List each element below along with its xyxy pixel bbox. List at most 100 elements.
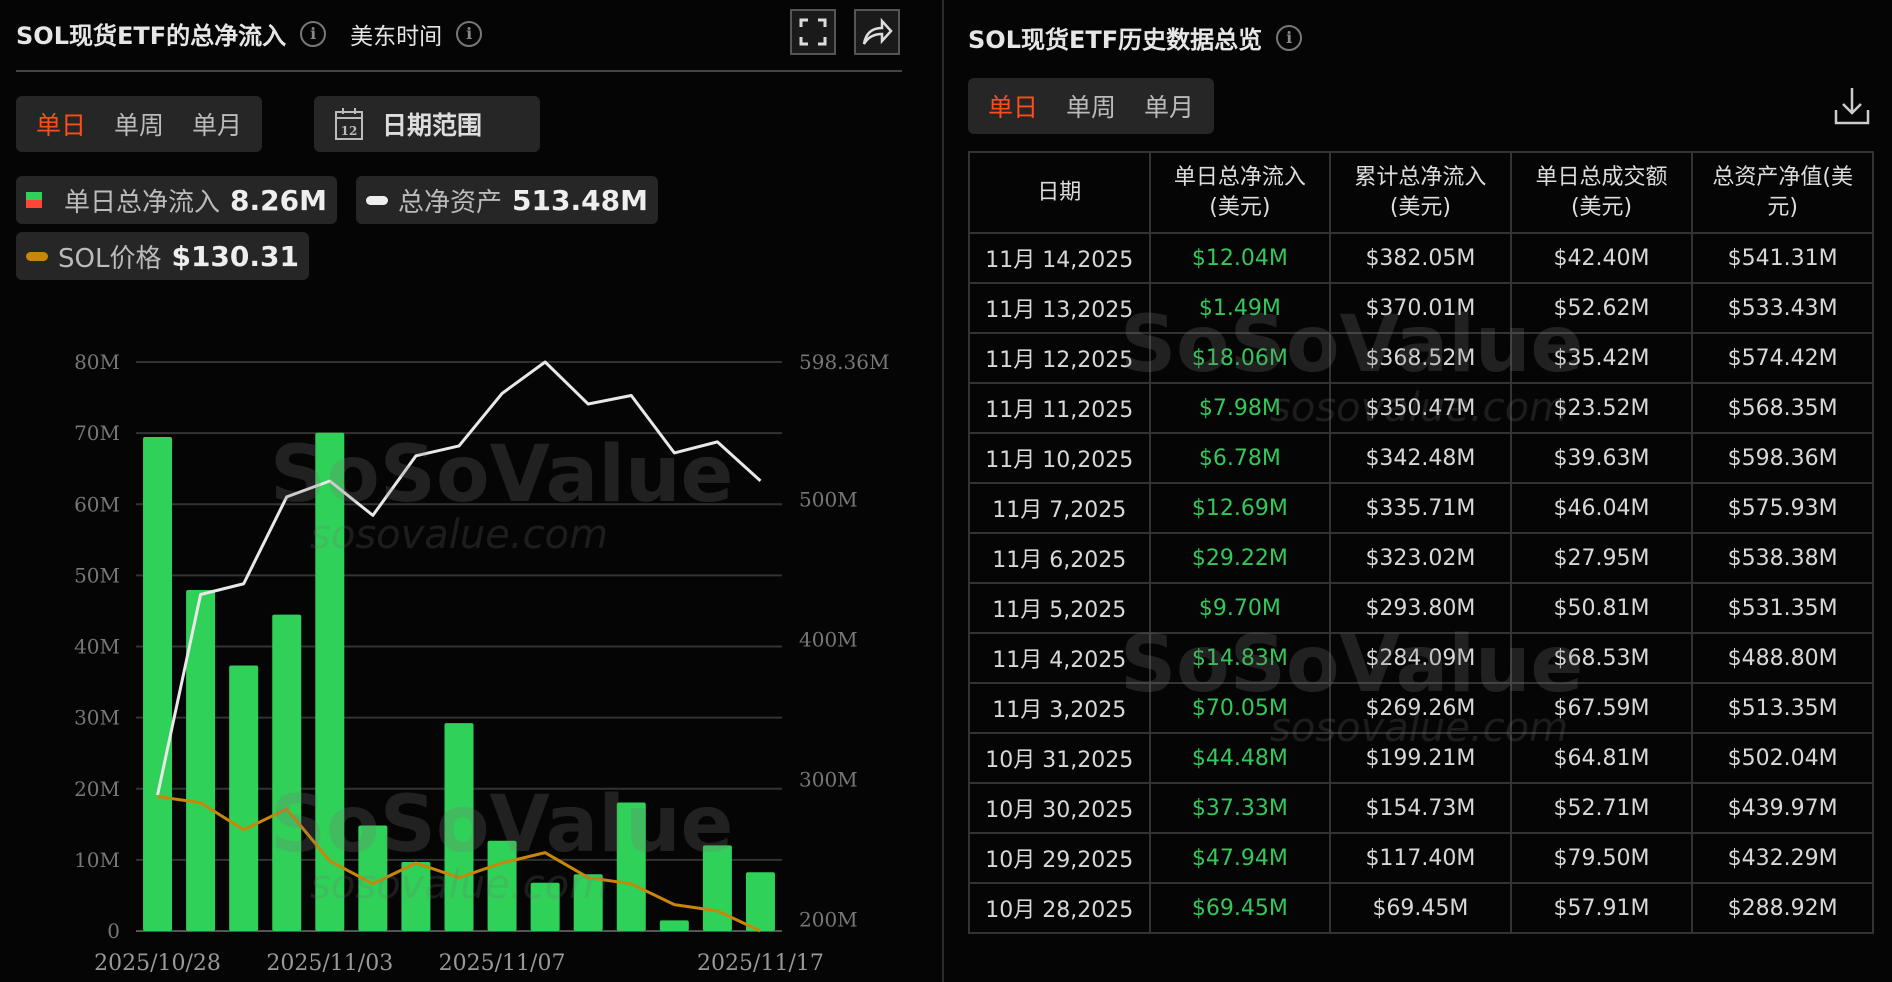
table-cell: $284.09M [1329, 632, 1512, 684]
inflow-swatch [26, 192, 42, 208]
table-cell: $541.31M [1691, 232, 1874, 284]
table-cell: $69.45M [1148, 882, 1332, 934]
right-axis-tick: 300M [799, 768, 858, 792]
download-icon[interactable] [1834, 86, 1870, 126]
chart-header: SOL现货ETF的总净流入 i 美东时间 i [16, 16, 483, 51]
legend-net-inflow[interactable]: 单日总净流入 8.26M [16, 176, 337, 224]
net-assets-line [156, 360, 762, 796]
bar-2025/10/28 [143, 437, 173, 931]
info-icon[interactable]: i [300, 20, 327, 47]
table-cell: $368.52M [1329, 332, 1512, 384]
history-table: 日期 单日总净流入 (美元) 累计总净流入 (美元) 单日总成交额 (美元) 总资产净值(美元… [968, 151, 1874, 934]
right-axis-tick: 500M [799, 488, 858, 512]
table-cell: 10月 29,2025 [968, 832, 1151, 884]
chart-title: SOL现货ETF的总净流入 [16, 22, 287, 50]
table-cell: $47.94M [1148, 832, 1332, 884]
info-icon[interactable]: i [1276, 24, 1303, 51]
table-row: 10月 31,2025 $44.48M $199.21M $64.81M $502.04… [968, 732, 1874, 784]
table-row: 11月 11,2025 $7.98M $350.47M $23.52M $568.35M [968, 382, 1874, 434]
left-axis-tick: 70M [74, 421, 120, 445]
price-swatch [26, 251, 48, 261]
table-row: 11月 10,2025 $6.78M $342.48M $39.63M $598.36M [968, 432, 1874, 484]
info-icon[interactable]: i [456, 20, 483, 47]
left-axis-tick: 80M [74, 350, 120, 374]
bar-2025/11/17 [745, 872, 775, 931]
tab-monthly[interactable]: 单月 [1144, 93, 1195, 122]
column-header: 单日总成交额 (美元) [1509, 151, 1694, 234]
table-cell: $27.95M [1509, 532, 1694, 584]
bar-2025/11/12 [616, 802, 646, 931]
fullscreen-button[interactable] [790, 9, 836, 55]
table-row: 10月 30,2025 $37.33M $154.73M $52.71M $439.97… [968, 782, 1874, 834]
sol-price-line [157, 795, 762, 933]
table-cell: 11月 12,2025 [968, 332, 1151, 384]
tab-weekly[interactable]: 单周 [1066, 93, 1117, 122]
calendar-icon: 12 [335, 108, 363, 140]
table-cell: $12.69M [1148, 482, 1332, 534]
tab-daily[interactable]: 单日 [36, 111, 87, 140]
panel-divider [942, 0, 944, 982]
table-row: 11月 14,2025 $12.04M $382.05M $42.40M $541.31… [968, 232, 1874, 284]
left-axis-tick: 30M [74, 706, 120, 730]
table-cell: $370.01M [1329, 282, 1512, 334]
legend-value: $130.31 [171, 239, 299, 273]
tab-weekly[interactable]: 单周 [114, 111, 165, 140]
legend-net-assets[interactable]: 总净资产 513.48M [356, 176, 658, 224]
table-cell: $35.42M [1509, 332, 1694, 384]
share-icon [862, 17, 893, 45]
bar-2025/11/14 [702, 845, 732, 931]
table-row: 11月 4,2025 $14.83M $284.09M $68.53M $488.80M [968, 632, 1874, 684]
share-button[interactable] [854, 9, 900, 55]
table-cell: 11月 5,2025 [968, 582, 1151, 634]
table-cell: $154.73M [1329, 782, 1512, 834]
table-cell: 11月 6,2025 [968, 532, 1151, 584]
table-cell: $269.26M [1329, 682, 1512, 734]
table-cell: 10月 30,2025 [968, 782, 1151, 834]
bar-2025/11/10 [530, 882, 560, 931]
table-row: 11月 6,2025 $29.22M $323.02M $27.95M $538.38M [968, 532, 1874, 584]
table-cell: $533.43M [1691, 282, 1874, 334]
table-cell: $50.81M [1509, 582, 1694, 634]
table-cell: $513.35M [1691, 682, 1874, 734]
table-cell: 11月 4,2025 [968, 632, 1151, 684]
table-row: 11月 13,2025 $1.49M $370.01M $52.62M $533.43M [968, 282, 1874, 334]
table-cell: $52.71M [1509, 782, 1694, 834]
table-cell: $382.05M [1329, 232, 1512, 284]
timezone-label: 美东时间 [350, 23, 443, 50]
table-row: 11月 7,2025 $12.69M $335.71M $46.04M $575.93M [968, 482, 1874, 534]
table-cell: $432.29M [1691, 832, 1874, 884]
bar-2025/11/04 [358, 825, 388, 931]
date-range-button[interactable]: 12 日期范围 [314, 96, 540, 152]
table-row: 11月 12,2025 $18.06M $368.52M $35.42M $574.42… [968, 332, 1874, 384]
right-axis-tick: 200M [799, 908, 858, 932]
legend-sol-price[interactable]: SOL价格 $130.31 [16, 232, 309, 280]
table-cell: $350.47M [1329, 382, 1512, 434]
x-axis-tick: 2025/11/07 [439, 951, 566, 976]
fullscreen-icon [799, 18, 827, 46]
column-header: 单日总净流入 (美元) [1148, 151, 1332, 234]
left-axis-tick: 0 [107, 919, 120, 943]
legend-label: 单日总净流入 [64, 187, 221, 218]
table-cell: $574.42M [1691, 332, 1874, 384]
table-cell: $7.98M [1148, 382, 1332, 434]
table-cell: $293.80M [1329, 582, 1512, 634]
table-header: SOL现货ETF历史数据总览 i [968, 20, 1303, 55]
tab-monthly[interactable]: 单月 [192, 111, 243, 140]
table-cell: 11月 11,2025 [968, 382, 1151, 434]
table-cell: $44.48M [1148, 732, 1332, 784]
table-row: 11月 3,2025 $70.05M $269.26M $67.59M $513.35M [968, 682, 1874, 734]
x-axis-tick: 2025/10/28 [94, 951, 221, 976]
left-axis-tick: 40M [74, 635, 120, 659]
table-cell: 11月 13,2025 [968, 282, 1151, 334]
table-cell: 11月 14,2025 [968, 232, 1151, 284]
table-cell: $9.70M [1148, 582, 1332, 634]
table-header-row: 日期 单日总净流入 (美元) 累计总净流入 (美元) 单日总成交额 (美元) 总资产净值(美元… [968, 151, 1874, 234]
column-header: 日期 [968, 151, 1151, 234]
inflow-chart: 0 10M 20M 30M 40M 50M 60M 70M 80M 200M 300M 400M 500… [74, 350, 889, 976]
assets-swatch [366, 195, 388, 205]
legend-value: 513.48M [512, 183, 648, 217]
table-cell: 10月 31,2025 [968, 732, 1151, 784]
date-range-label: 日期范围 [382, 111, 483, 140]
tab-daily[interactable]: 单日 [988, 93, 1039, 122]
table-row: 11月 5,2025 $9.70M $293.80M $50.81M $531.35M [968, 582, 1874, 634]
